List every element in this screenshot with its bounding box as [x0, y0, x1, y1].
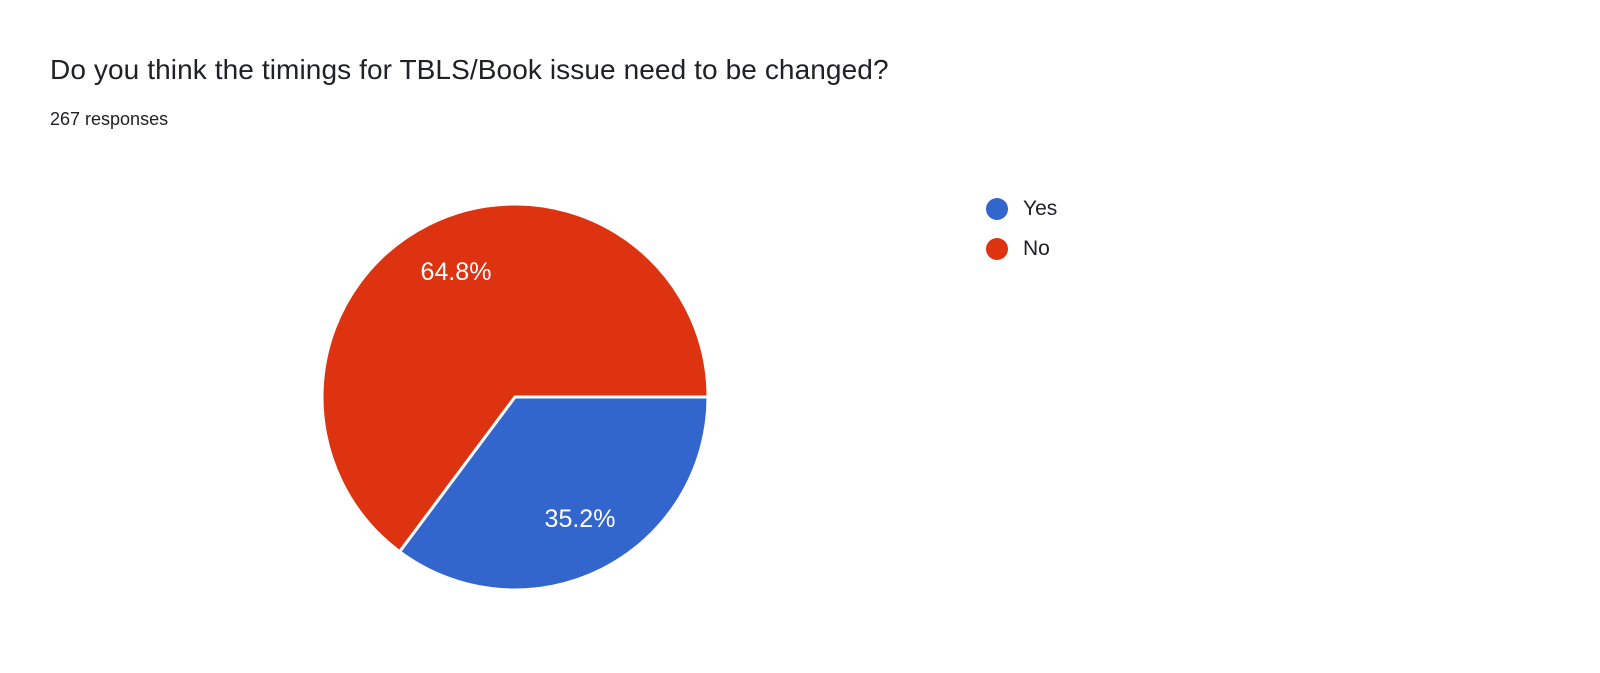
legend-swatch-no-icon — [986, 238, 1008, 260]
pie-slice-no[interactable] — [320, 202, 710, 554]
chart-legend: Yes No — [986, 198, 1057, 260]
pie-slice-percent-label-no: 64.8% — [421, 258, 492, 286]
chart-response-count: 267 responses — [50, 109, 169, 129]
legend-label-yes: Yes — [1023, 197, 1058, 220]
legend-label-no: No — [1023, 237, 1050, 260]
pie-slice-group — [320, 202, 710, 592]
legend-item-yes[interactable]: Yes — [986, 198, 1057, 220]
pie-slice-label-group: 35.2% 64.8% — [421, 258, 616, 533]
pie-slice-yes[interactable] — [398, 395, 710, 592]
pie-slice-percent-label-yes: 35.2% — [545, 505, 616, 533]
legend-swatch-yes-icon — [986, 198, 1008, 220]
legend-item-no[interactable]: No — [986, 238, 1057, 260]
chart-title: Do you think the timings for TBLS/Book i… — [50, 54, 889, 85]
